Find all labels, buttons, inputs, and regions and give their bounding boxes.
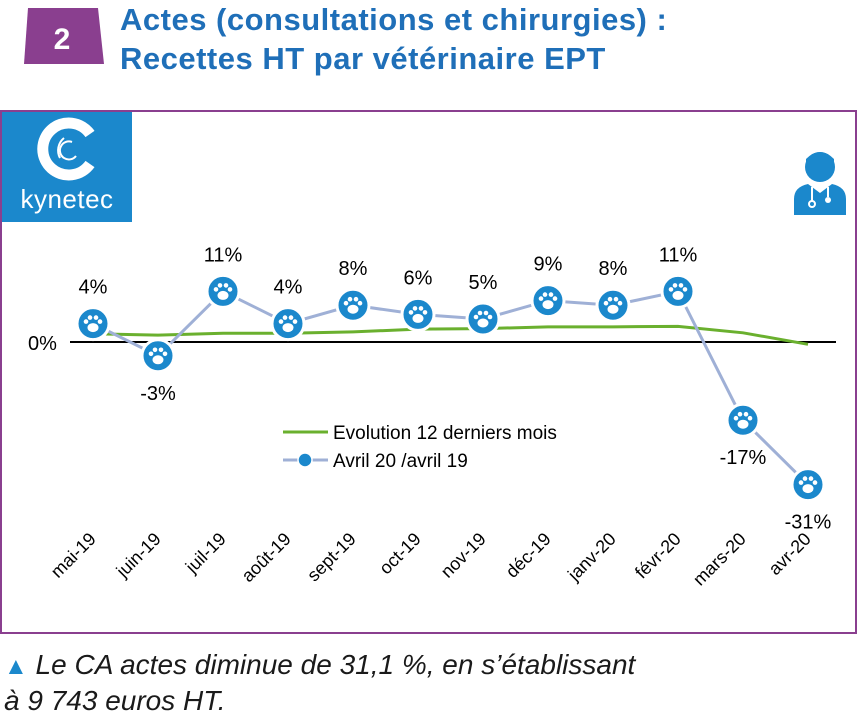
data-label: 11%: [659, 244, 698, 266]
title-line-1: Actes (consultations et chirurgies) :: [120, 2, 668, 37]
footnote-line-2: à 9 743 euros HT.: [4, 685, 226, 716]
triangle-icon: ▲: [4, 653, 28, 680]
paw-marker: [270, 306, 306, 342]
section-number-badge: 2: [24, 8, 104, 64]
x-tick-label: févr-20: [631, 529, 685, 583]
paw-marker: [530, 283, 566, 319]
paw-marker: [75, 306, 111, 342]
x-tick-label: mai-19: [47, 529, 100, 582]
veterinarian-icon: [794, 152, 846, 215]
data-label: 11%: [204, 244, 243, 266]
series-layer: [75, 273, 826, 503]
data-label: 6%: [404, 267, 433, 289]
legend-marker-avril: [297, 452, 313, 468]
title-line-2: Recettes HT par vétérinaire EPT: [120, 41, 606, 76]
kynetec-c-logo-icon: [37, 117, 95, 181]
footnote: ▲ Le CA actes diminue de 31,1 %, en s’ét…: [4, 648, 635, 718]
series-line-evolution-12-mois: [92, 324, 809, 346]
legend: Evolution 12 derniers mois Avril 20 /avr…: [283, 423, 557, 472]
data-labels: 4% -3% 11% 4% 8% 6% 5% 9% 8% 11% -17% -31%: [79, 244, 832, 533]
paw-marker: [660, 273, 696, 309]
data-label: 8%: [339, 258, 368, 280]
footnote-line-1: Le CA actes diminue de 31,1 %, en s’étab…: [27, 649, 636, 680]
data-label: -17%: [720, 447, 767, 469]
x-tick-label: déc-19: [502, 529, 555, 582]
data-label: -31%: [785, 512, 832, 534]
chart-frame: [0, 110, 857, 634]
zero-axis-label: 0%: [28, 333, 57, 355]
paw-marker: [465, 301, 501, 337]
data-label: 4%: [79, 277, 108, 299]
x-axis-tick-labels: mai-19 juin-19 juil-19 août-19 sept-19 oct-19…: [47, 529, 815, 590]
x-tick-label: mars-20: [689, 529, 750, 590]
page-title: Actes (consultations et chirurgies) : Re…: [120, 0, 667, 78]
paw-marker: [205, 273, 241, 309]
data-label: 5%: [469, 272, 498, 294]
x-tick-label: avr-20: [765, 529, 815, 579]
paw-marker: [725, 402, 761, 438]
x-tick-label: juin-19: [112, 529, 165, 582]
legend-label-evolution-12-mois: Evolution 12 derniers mois: [333, 423, 557, 444]
data-label: -3%: [140, 383, 176, 405]
paw-marker: [595, 287, 631, 323]
data-label: 4%: [274, 277, 303, 299]
x-tick-label: sept-19: [303, 529, 360, 586]
paw-marker: [400, 296, 436, 332]
x-tick-label: nov-19: [437, 529, 490, 582]
data-label: 9%: [534, 254, 563, 276]
legend-label-avril: Avril 20 /avril 19: [333, 451, 468, 472]
paw-marker: [335, 287, 371, 323]
badge-shape: [24, 8, 104, 64]
paw-marker: [140, 338, 176, 374]
badge-number: 2: [54, 23, 71, 56]
x-tick-label: janv-20: [563, 529, 620, 586]
data-label: 8%: [599, 258, 628, 280]
kynetec-logo: kynetec: [2, 112, 132, 222]
logo-text: kynetec: [20, 184, 114, 214]
x-tick-label: août-19: [238, 529, 295, 586]
paw-marker: [790, 467, 826, 503]
x-tick-label: juil-19: [181, 529, 230, 578]
x-tick-label: oct-19: [375, 529, 425, 579]
